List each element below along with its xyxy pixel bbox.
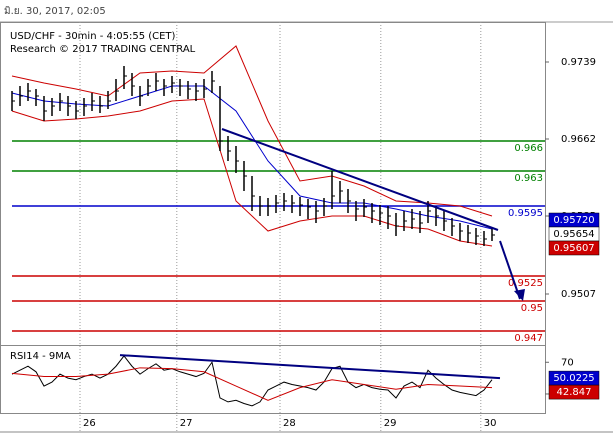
rsi-label-box (548, 384, 600, 400)
y-tick-label: 0.9662 (561, 134, 596, 145)
level-label: 0.9525 (508, 278, 543, 289)
rsi-panel (0, 345, 546, 414)
rsi-trendline (119, 354, 501, 380)
rsi-label: 42.847 (557, 387, 592, 398)
upper-band (11, 45, 493, 217)
arrow-head (514, 289, 525, 301)
x-tick-label: 27 (180, 418, 193, 429)
x-tick-label: 28 (283, 418, 296, 429)
price-label: 0.95607 (553, 243, 594, 254)
trendline (221, 128, 499, 231)
chart-title: USD/CHF - 30min - 4:05:55 (CET) (10, 31, 176, 42)
level-label: 0.947 (514, 333, 543, 344)
rsi-label: 50.0225 (553, 373, 594, 384)
level-label: 0.963 (514, 173, 543, 184)
level-label: 0.95 (521, 303, 543, 314)
timestamp: มิ.ย. 30, 2017, 02:05 (4, 6, 106, 17)
x-tick-label: 30 (484, 418, 497, 429)
price-label: 0.95654 (553, 229, 594, 240)
rsi-title: RSI14 - 9MA (10, 351, 71, 362)
rsi-line (11, 355, 493, 407)
y-tick-label: 0.9507 (561, 289, 596, 300)
y-tick-label: 0.9739 (561, 57, 596, 68)
x-tick-label: 29 (384, 418, 397, 429)
price-label-box (548, 240, 600, 256)
price-label: 0.95720 (553, 215, 594, 226)
forecast-arrow (499, 240, 521, 300)
level-label: 0.966 (514, 143, 543, 154)
level-label: 0.9595 (508, 208, 543, 219)
rsi-tick-label: 70 (561, 357, 574, 368)
rsi-ma (11, 367, 493, 401)
chart-subtitle: Research © 2017 TRADING CENTRAL (10, 44, 196, 55)
x-tick-label: 26 (83, 418, 96, 429)
